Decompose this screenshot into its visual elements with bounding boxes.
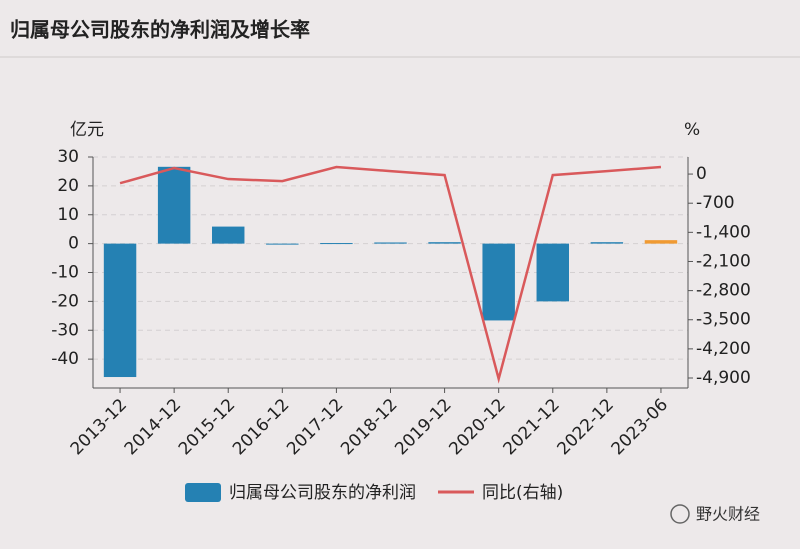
watermark-text: 野火财经 [696, 505, 760, 524]
y2-tick-label: -2,800 [696, 281, 751, 301]
legend-label: 归属母公司股东的净利润 [229, 483, 416, 503]
bar [482, 243, 515, 321]
y2-tick-label: -3,500 [696, 310, 751, 330]
bar [374, 242, 407, 244]
bar [428, 242, 461, 244]
watermark-icon [670, 504, 690, 524]
y2-tick-label: -1,400 [696, 222, 751, 242]
y-tick-label: 30 [57, 147, 79, 167]
watermark: 野火财经 [670, 504, 760, 524]
y2-tick-label: 0 [696, 164, 707, 184]
y-tick-label: -20 [51, 291, 79, 311]
bar [266, 243, 299, 245]
bar [536, 243, 569, 302]
y2-unit: % [684, 120, 700, 140]
y2-tick-label: -2,100 [696, 251, 751, 271]
bar [590, 242, 624, 244]
y-tick-label: 10 [57, 205, 79, 225]
y-tick-label: -10 [51, 263, 79, 283]
y-tick-label: 20 [57, 176, 79, 196]
y-tick-label: -30 [51, 320, 79, 340]
chart-title: 归属母公司股东的净利润及增长率 [10, 18, 310, 42]
y2-tick-label: -4,200 [696, 339, 751, 359]
bar [320, 243, 353, 245]
y2-tick-label: -700 [696, 193, 735, 213]
y2-tick-label: -4,900 [696, 368, 751, 388]
bar [157, 166, 191, 244]
line [119, 165, 662, 384]
legend-swatch [185, 483, 221, 502]
legend-label: 同比(右轴) [482, 483, 563, 503]
bar [644, 240, 678, 244]
y-tick-label: 0 [68, 234, 79, 254]
y-unit: 亿元 [70, 120, 104, 140]
y-tick-label: -40 [51, 349, 79, 369]
bar [212, 226, 245, 244]
bar [103, 243, 137, 378]
